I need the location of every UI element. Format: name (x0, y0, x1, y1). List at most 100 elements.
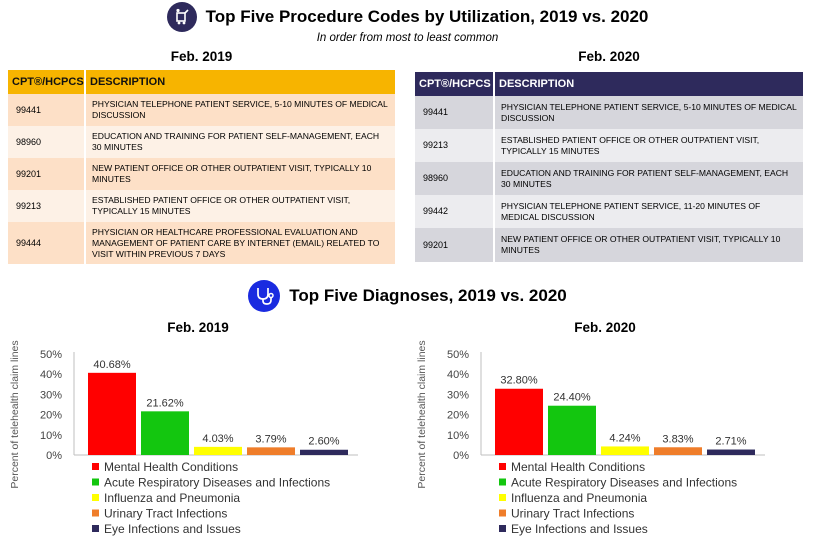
code-cell: 98960 (415, 162, 495, 195)
bar (601, 446, 649, 455)
table-row: 99441 PHYSICIAN TELEPHONE PATIENT SERVIC… (415, 96, 803, 129)
y-tick-label: 10% (40, 430, 62, 442)
code-cell: 98960 (8, 126, 86, 158)
data-label: 3.83% (662, 433, 693, 445)
procedures-heading: Top Five Procedure Codes by Utilization,… (0, 2, 815, 32)
legend-swatch (499, 478, 506, 486)
description-cell: NEW PATIENT OFFICE OR OTHER OUTPATIENT V… (494, 228, 803, 262)
code-cell: 99213 (415, 129, 495, 162)
y-tick-label: 20% (447, 410, 469, 422)
code-cell: 99444 (8, 222, 86, 264)
table-row: 99213 ESTABLISHED PATIENT OFFICE OR OTHE… (415, 129, 803, 162)
legend-label: Influenza and Pneumonia (104, 491, 240, 505)
bar (548, 405, 596, 455)
code-cell: 99201 (8, 158, 86, 190)
y-tick-label: 10% (447, 430, 469, 442)
y-tick-label: 30% (447, 389, 469, 401)
bar (495, 388, 543, 455)
y-axis-label: Percent of telehealth claim lines (9, 340, 21, 488)
legend-label: Urinary Tract Infections (511, 507, 634, 521)
data-label: 2.60% (308, 436, 339, 448)
y-tick-label: 40% (447, 369, 469, 381)
y-tick-label: 0% (453, 450, 469, 462)
legend-label: Mental Health Conditions (511, 460, 645, 474)
bar (88, 372, 136, 455)
code-cell: 99441 (8, 94, 86, 126)
legend-swatch (499, 463, 506, 470)
table-row: 99444 PHYSICIAN OR HEALTHCARE PROFESSION… (8, 222, 395, 264)
chart-title: Feb. 2020 (574, 320, 636, 335)
data-label: 40.68% (93, 359, 131, 371)
legend-label: Influenza and Pneumonia (511, 491, 647, 505)
column-header-code: CPT®/HCPCS (415, 72, 495, 96)
data-label: 4.03% (202, 433, 233, 445)
bar (707, 449, 755, 455)
legend-swatch (92, 525, 99, 532)
diagnoses-heading: Top Five Diagnoses, 2019 vs. 2020 (0, 280, 815, 312)
table-row: 99213 ESTABLISHED PATIENT OFFICE OR OTHE… (8, 190, 395, 222)
table-row: 99441 PHYSICIAN TELEPHONE PATIENT SERVIC… (8, 94, 395, 126)
medical-cart-icon (166, 2, 197, 32)
legend-label: Eye Infections and Issues (511, 522, 648, 536)
data-label: 2.71% (715, 436, 746, 448)
legend-label: Urinary Tract Infections (104, 507, 227, 521)
description-cell: EDUCATION AND TRAINING FOR PATIENT SELF-… (494, 162, 803, 195)
bar (141, 411, 189, 455)
description-cell: PHYSICIAN TELEPHONE PATIENT SERVICE, 5-1… (85, 94, 395, 126)
table-row: 99442 PHYSICIAN TELEPHONE PATIENT SERVIC… (415, 195, 803, 228)
data-label: 24.40% (553, 392, 591, 404)
table-row: 99201 NEW PATIENT OFFICE OR OTHER OUTPAT… (415, 228, 803, 262)
description-cell: PHYSICIAN OR HEALTHCARE PROFESSIONAL EVA… (85, 222, 395, 264)
legend-label: Acute Respiratory Diseases and Infection… (104, 476, 330, 490)
table-row: 98960 EDUCATION AND TRAINING FOR PATIENT… (415, 162, 803, 195)
y-tick-label: 20% (40, 410, 62, 422)
legend-swatch (92, 509, 99, 517)
y-tick-label: 40% (40, 369, 62, 381)
code-cell: 99442 (415, 195, 495, 228)
description-cell: ESTABLISHED PATIENT OFFICE OR OTHER OUTP… (494, 129, 803, 162)
bar (247, 447, 295, 455)
code-cell: 99441 (415, 96, 495, 129)
stethoscope-icon (248, 280, 281, 312)
column-header-code: CPT®/HCPCS (8, 70, 86, 94)
procedures-title: Top Five Procedure Codes by Utilization,… (205, 7, 649, 26)
y-axis-label: Percent of telehealth claim lines (416, 340, 428, 488)
legend-label: Eye Infections and Issues (104, 522, 241, 536)
table-header-row: CPT®/HCPCS DESCRIPTION (415, 72, 803, 96)
procedures-subtitle: In order from most to least common (316, 32, 499, 44)
legend-swatch (499, 525, 506, 532)
legend-swatch (499, 494, 506, 501)
diagnoses-title: Top Five Diagnoses, 2019 vs. 2020 (289, 286, 567, 305)
column-header-description: DESCRIPTION (85, 70, 395, 94)
data-label: 21.62% (146, 397, 184, 409)
data-label: 4.24% (609, 432, 640, 444)
data-label: 32.80% (500, 375, 538, 387)
chart-title: Feb. 2019 (167, 320, 229, 335)
description-cell: PHYSICIAN TELEPHONE PATIENT SERVICE, 11-… (494, 195, 803, 228)
data-label: 3.79% (255, 433, 286, 445)
diagnoses-chart-2019: Feb. 2019 Percent of telehealth claim lin… (9, 320, 358, 536)
procedure-table-2019: CPT®/HCPCS DESCRIPTION 99441 PHYSICIAN T… (8, 70, 395, 264)
bar (194, 446, 242, 455)
table-header-row: CPT®/HCPCS DESCRIPTION (8, 70, 395, 94)
legend-label: Acute Respiratory Diseases and Infection… (511, 476, 737, 490)
y-tick-label: 30% (40, 389, 62, 401)
description-cell: PHYSICIAN TELEPHONE PATIENT SERVICE, 5-1… (494, 96, 803, 129)
table-row: 98960 EDUCATION AND TRAINING FOR PATIENT… (8, 126, 395, 158)
y-tick-label: 50% (447, 349, 469, 361)
diagnoses-chart-2020: Feb. 2020 Percent of telehealth claim lin… (416, 320, 765, 536)
legend-swatch (92, 463, 99, 470)
column-header-description: DESCRIPTION (494, 72, 803, 96)
code-cell: 99201 (415, 228, 495, 262)
procedure-table-2020: CPT®/HCPCS DESCRIPTION 99441 PHYSICIAN T… (415, 72, 803, 262)
table-2019-title: Feb. 2019 (170, 49, 233, 64)
legend-swatch (499, 509, 506, 517)
legend-swatch (92, 494, 99, 501)
legend-swatch (92, 478, 99, 486)
legend-label: Mental Health Conditions (104, 460, 238, 474)
description-cell: ESTABLISHED PATIENT OFFICE OR OTHER OUTP… (85, 190, 395, 222)
bar (300, 449, 348, 455)
table-2020-title: Feb. 2020 (578, 49, 640, 64)
y-tick-label: 50% (40, 349, 62, 361)
bar (654, 447, 702, 455)
